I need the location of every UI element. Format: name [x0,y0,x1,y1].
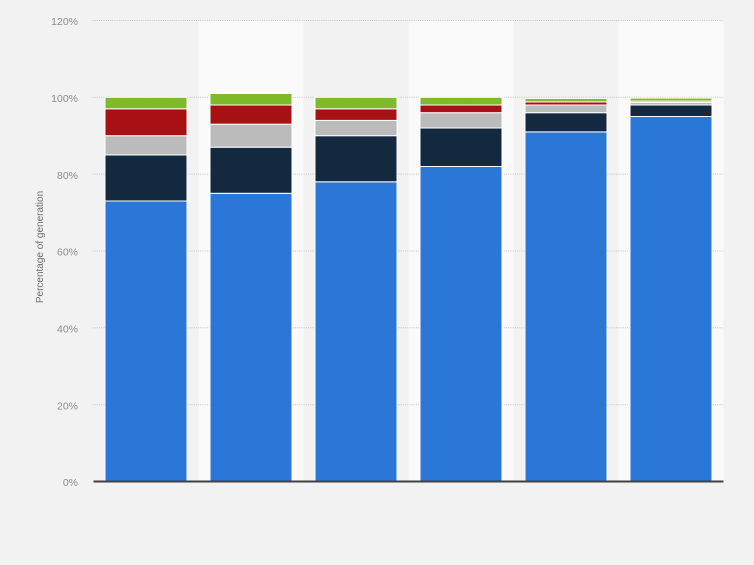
svg-text:0%: 0% [63,477,78,489]
svg-text:Percentage of generation: Percentage of generation [35,191,46,303]
svg-text:20%: 20% [57,400,78,412]
svg-text:60%: 60% [57,247,78,259]
svg-text:120%: 120% [51,16,78,28]
svg-text:100%: 100% [51,93,78,105]
svg-text:40%: 40% [57,324,78,336]
svg-text:80%: 80% [57,170,78,182]
